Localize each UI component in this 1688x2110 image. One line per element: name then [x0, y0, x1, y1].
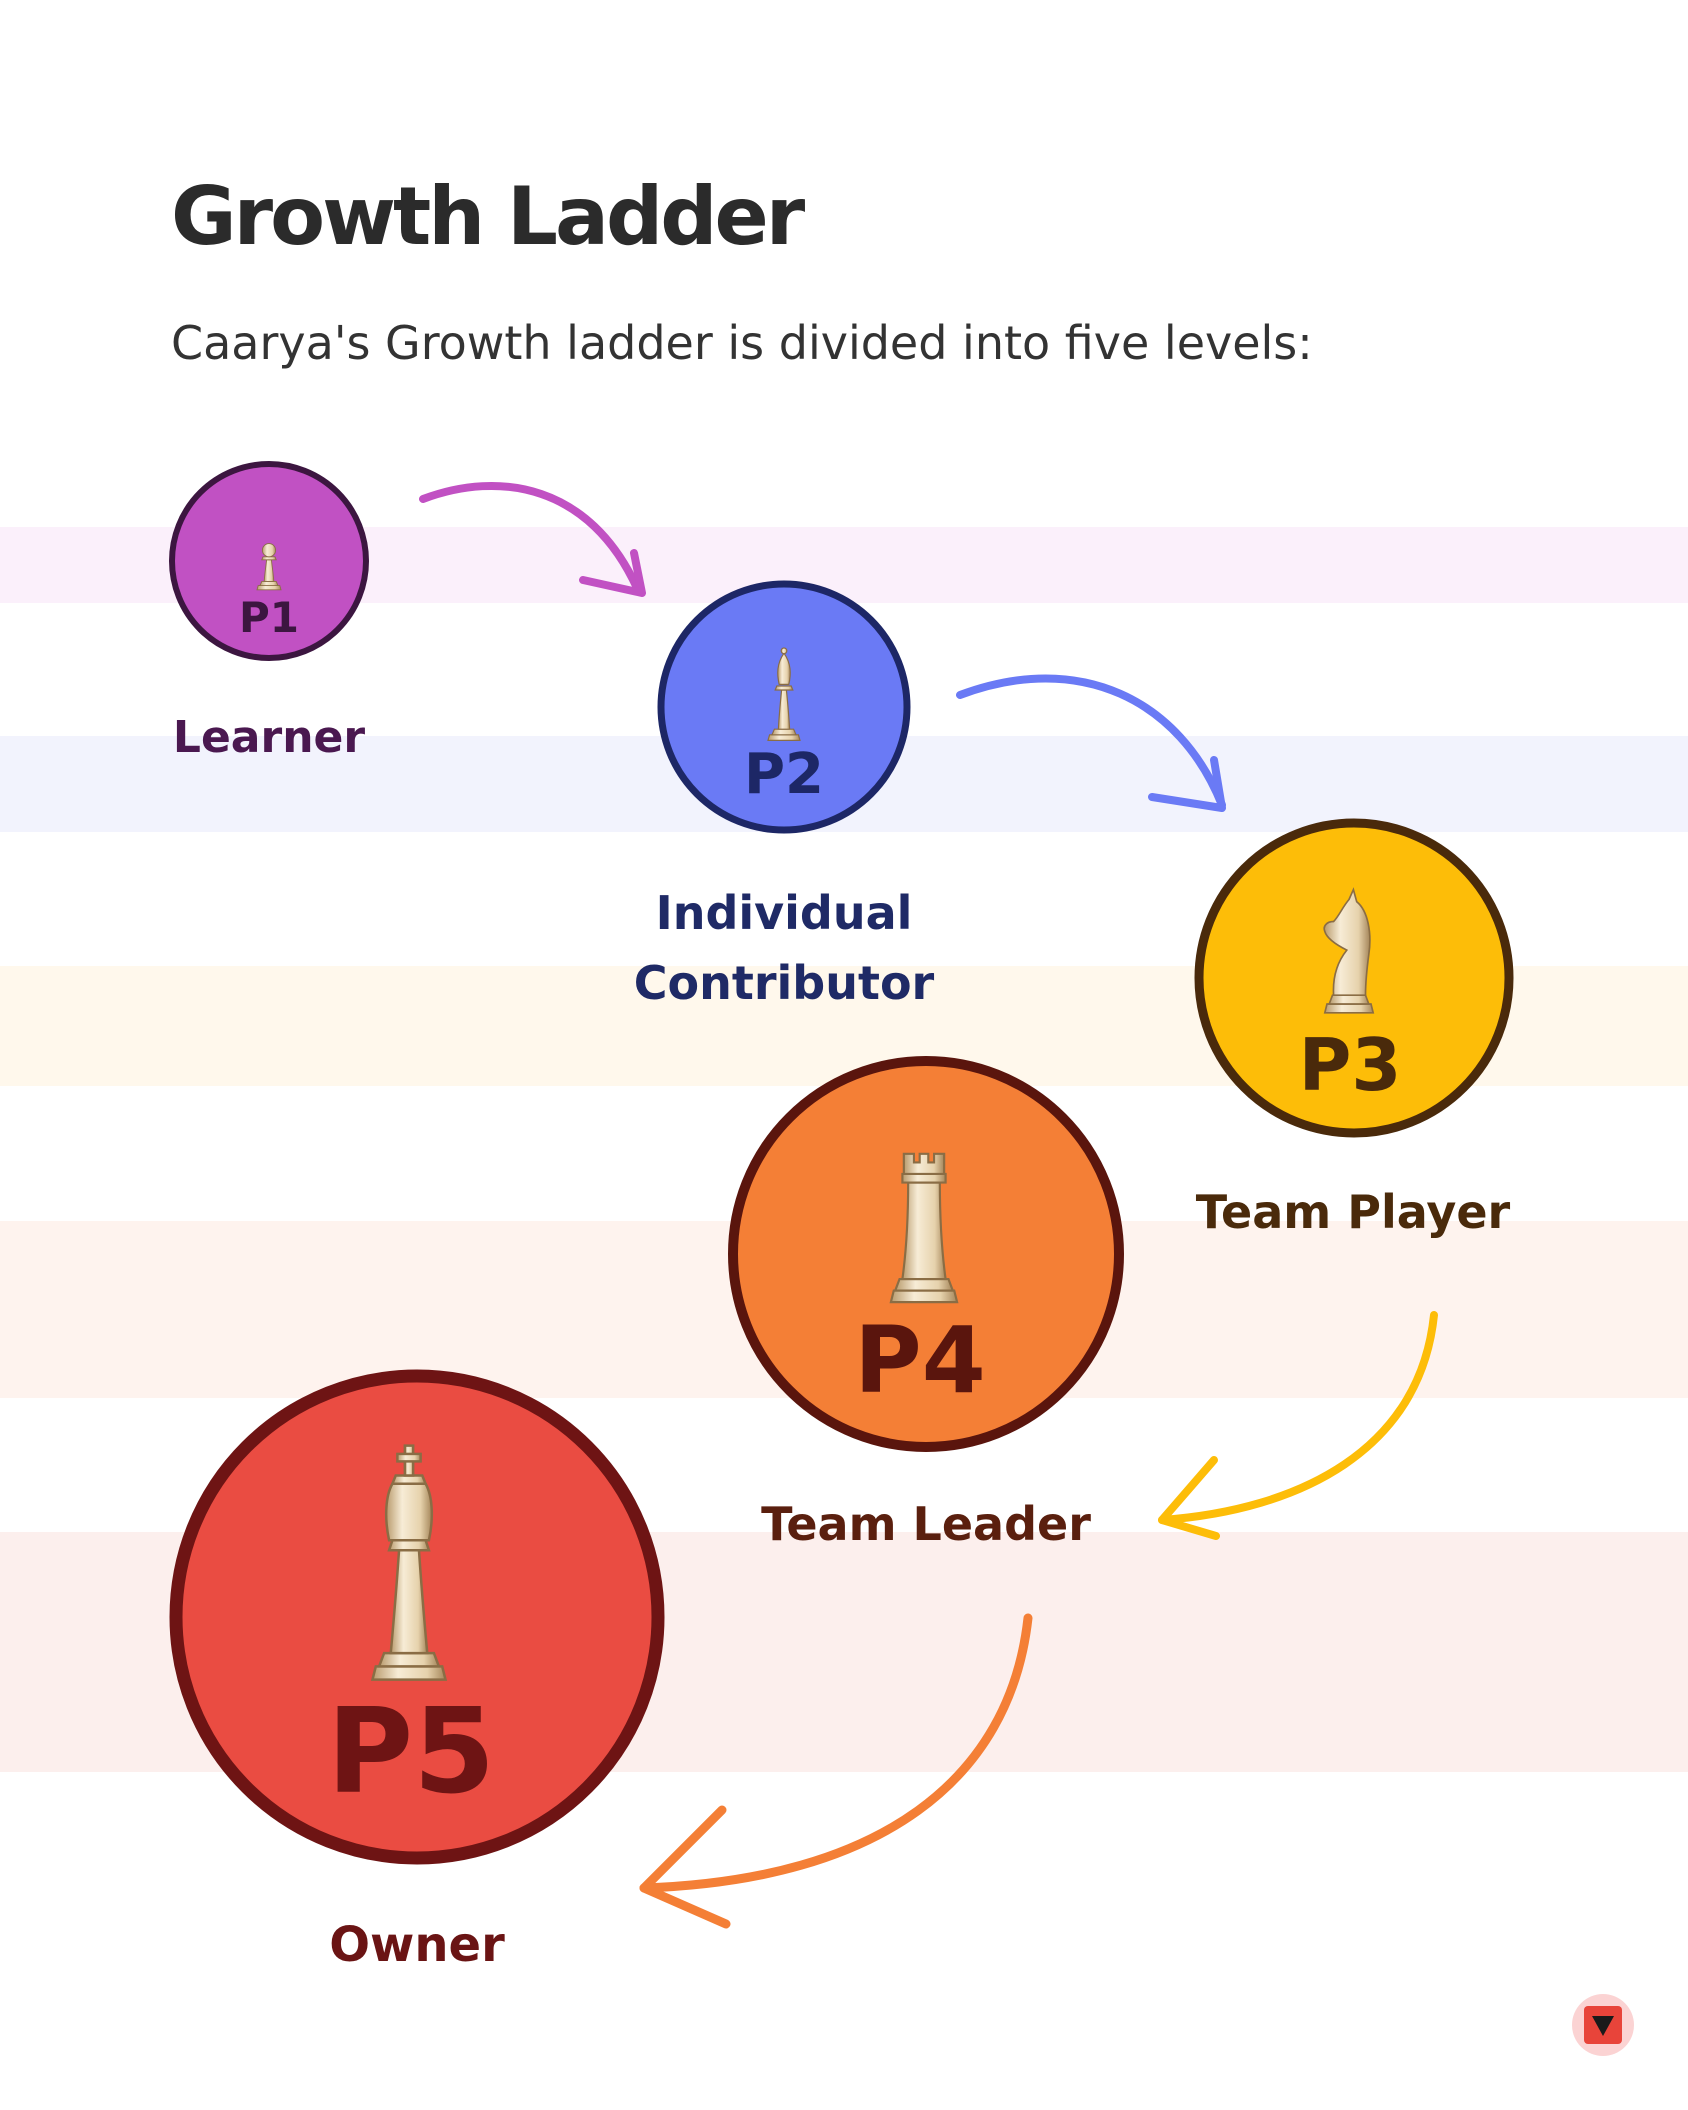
arrow-p1-to-p2	[419, 481, 646, 597]
level-label-p2: Individual Contributor	[634, 878, 935, 1018]
page-subtitle: Caarya's Growth ladder is divided into f…	[171, 316, 1313, 370]
level-badge-p2: P2	[657, 580, 911, 834]
level-badge-p5: P5	[169, 1369, 665, 1865]
arrow-p2-to-p3	[956, 674, 1226, 812]
level-label-p4: Team Leader	[761, 1497, 1091, 1551]
arrow-p3-to-p4	[1158, 1311, 1438, 1540]
level-badge-p1: P1	[169, 461, 369, 661]
level-code-p4: P4	[854, 1307, 985, 1414]
level-code-p1: P1	[239, 593, 299, 642]
level-badge-p3: P3	[1194, 818, 1514, 1138]
level-code-p5: P5	[327, 1682, 496, 1820]
level-label-p1: Learner	[172, 712, 366, 763]
level-code-p3: P3	[1299, 1023, 1402, 1107]
level-label-p5: Owner	[329, 1917, 505, 1973]
level-label-p2-line2: Contributor	[633, 956, 935, 1010]
level-label-p2-line1: Individual	[655, 886, 913, 940]
level-label-p3: Team Player	[1195, 1185, 1511, 1239]
arrow-p4-to-p5	[639, 1613, 1033, 1929]
scroll-down-button[interactable]	[1572, 1994, 1634, 2056]
level-badge-p4: P4	[728, 1056, 1124, 1452]
level-code-p2: P2	[744, 742, 824, 807]
triangle-down-icon	[1584, 2006, 1622, 2044]
page-title: Growth Ladder	[171, 170, 805, 263]
